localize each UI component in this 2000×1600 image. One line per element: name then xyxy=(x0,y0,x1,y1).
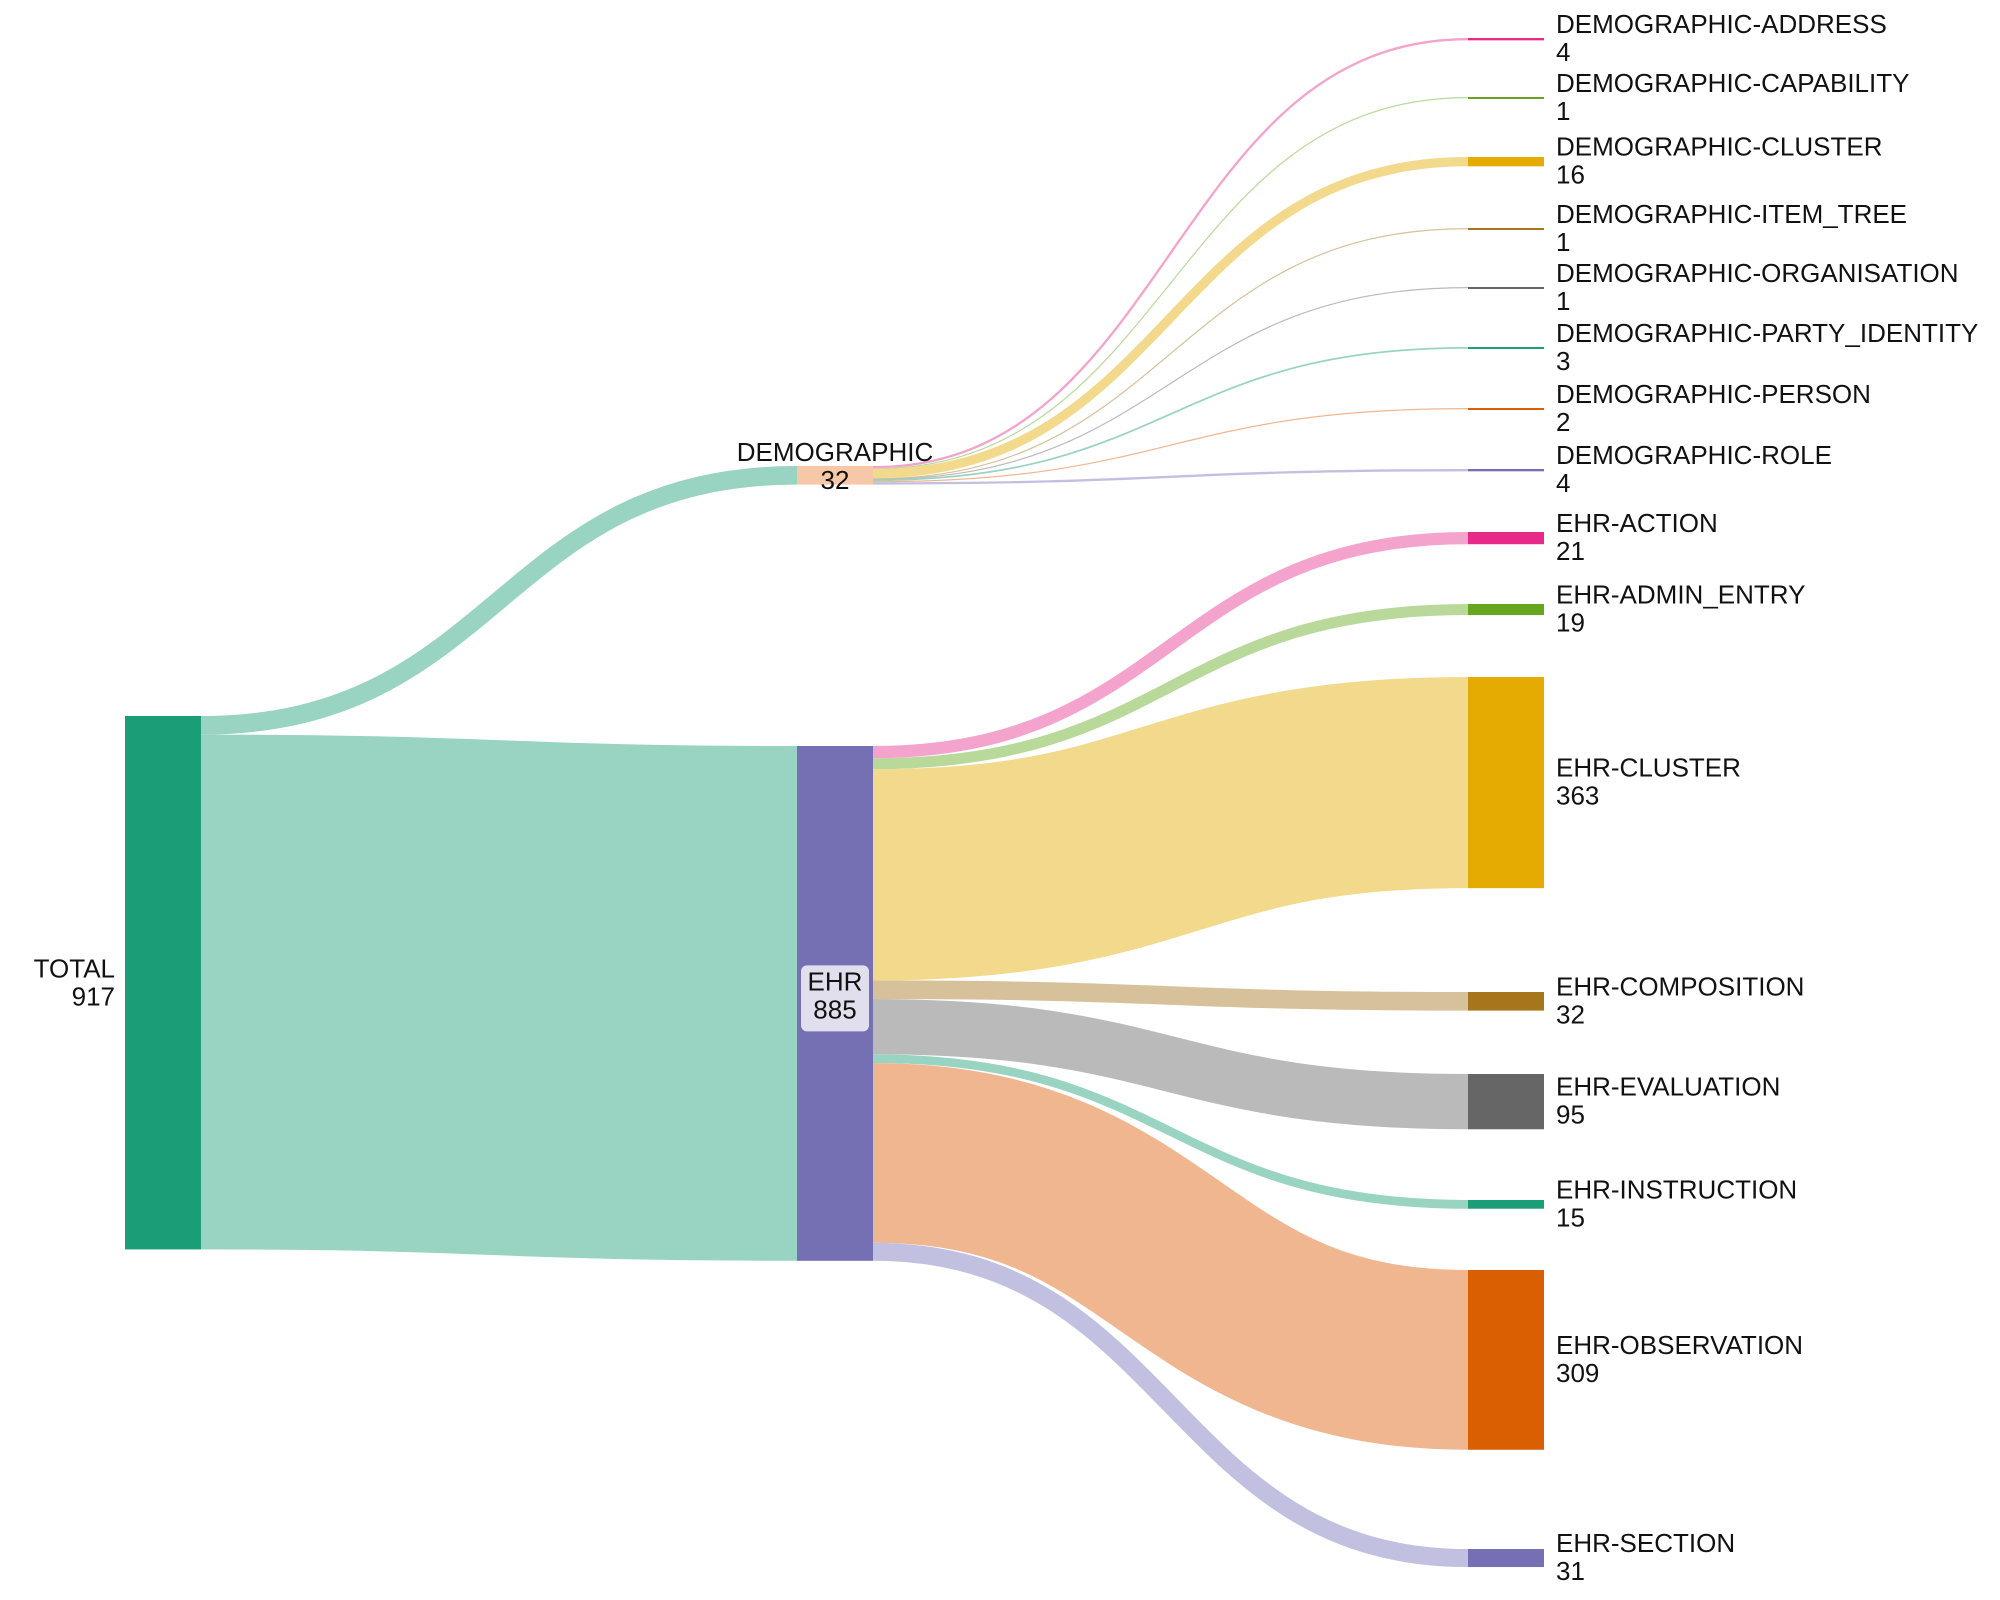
node-label-ehr-admin-entry: EHR-ADMIN_ENTRY 19 xyxy=(1556,580,1805,638)
node-label-demo-cluster: DEMOGRAPHIC-CLUSTER 16 xyxy=(1556,132,1882,190)
link-demographic-to-demo-capability xyxy=(872,97,1469,470)
link-demographic-to-demo-role xyxy=(872,468,1469,485)
node-value-ehr: 885 xyxy=(813,994,856,1024)
link-ehr-to-ehr-instruction xyxy=(872,1054,1469,1209)
node-label-ehr-cluster: EHR-CLUSTER 363 xyxy=(1556,753,1741,811)
node-label-demo-party-identity: DEMOGRAPHIC-PARTY_IDENTITY 3 xyxy=(1556,318,1978,376)
node-label-ehr: EHR 885 xyxy=(808,966,863,1024)
node-name-ehr-instruction: EHR-INSTRUCTION xyxy=(1556,1174,1797,1204)
link-total-to-ehr xyxy=(200,734,798,1261)
node-ehr-instruction xyxy=(1468,1200,1544,1209)
link-demographic-to-demo-organisation xyxy=(872,287,1469,480)
node-value-demo-party-identity: 3 xyxy=(1556,346,1570,376)
node-ehr-observation xyxy=(1468,1270,1544,1450)
node-ehr-action xyxy=(1468,532,1544,545)
node-name-ehr-section: EHR-SECTION xyxy=(1556,1528,1735,1558)
link-demographic-to-demo-item-tree xyxy=(872,228,1469,480)
node-name-demo-address: DEMOGRAPHIC-ADDRESS xyxy=(1556,9,1887,39)
link-total-to-demographic xyxy=(200,465,798,735)
node-name-demo-role: DEMOGRAPHIC-ROLE xyxy=(1556,440,1832,470)
node-value-demo-cluster: 16 xyxy=(1556,160,1585,190)
link-ehr-to-ehr-evaluation xyxy=(872,999,1469,1130)
node-value-demo-item-tree: 1 xyxy=(1556,227,1570,257)
node-label-background-ehr xyxy=(801,965,869,1032)
node-label-demo-address: DEMOGRAPHIC-ADDRESS 4 xyxy=(1556,9,1887,67)
node-value-ehr-composition: 32 xyxy=(1556,999,1585,1029)
node-name-demo-organisation: DEMOGRAPHIC-ORGANISATION xyxy=(1556,258,1959,288)
node-demo-cluster xyxy=(1468,157,1544,167)
node-value-demo-address: 4 xyxy=(1556,37,1570,67)
node-name-demo-item-tree: DEMOGRAPHIC-ITEM_TREE xyxy=(1556,199,1907,229)
node-name-demo-person: DEMOGRAPHIC-PERSON xyxy=(1556,379,1871,409)
node-label-demo-item-tree: DEMOGRAPHIC-ITEM_TREE 1 xyxy=(1556,199,1907,257)
node-value-ehr-observation: 309 xyxy=(1556,1358,1599,1388)
link-ehr-to-ehr-cluster xyxy=(872,677,1469,981)
node-name-ehr-admin-entry: EHR-ADMIN_ENTRY xyxy=(1556,580,1805,610)
links-layer xyxy=(200,38,1470,1568)
node-ehr-cluster xyxy=(1468,677,1544,889)
node-demo-address xyxy=(1468,38,1544,41)
node-label-demo-person: DEMOGRAPHIC-PERSON 2 xyxy=(1556,379,1871,437)
node-label-ehr-action: EHR-ACTION 21 xyxy=(1556,508,1718,566)
node-demo-capability xyxy=(1468,97,1544,99)
link-ehr-to-ehr-admin-entry xyxy=(872,603,1469,770)
link-demographic-to-demo-address xyxy=(872,38,1469,469)
node-name-ehr-action: EHR-ACTION xyxy=(1556,508,1718,538)
node-label-demo-capability: DEMOGRAPHIC-CAPABILITY 1 xyxy=(1556,68,1909,126)
node-total xyxy=(125,716,201,1250)
node-name-ehr: EHR xyxy=(808,966,863,996)
node-value-ehr-cluster: 363 xyxy=(1556,781,1599,811)
node-demo-role xyxy=(1468,469,1544,472)
node-label-ehr-observation: EHR-OBSERVATION 309 xyxy=(1556,1330,1803,1388)
node-demo-party-identity xyxy=(1468,347,1544,349)
node-demo-organisation xyxy=(1468,287,1544,289)
node-label-ehr-evaluation: EHR-EVALUATION 95 xyxy=(1556,1072,1780,1130)
node-ehr-evaluation xyxy=(1468,1074,1544,1130)
link-demographic-to-demo-party-identity xyxy=(872,347,1469,482)
link-ehr-to-ehr-action xyxy=(872,532,1469,759)
node-name-demographic: DEMOGRAPHIC xyxy=(737,437,933,467)
link-ehr-to-ehr-observation xyxy=(871,1063,1470,1450)
node-label-demo-role: DEMOGRAPHIC-ROLE 4 xyxy=(1556,440,1832,498)
node-value-demo-organisation: 1 xyxy=(1556,286,1570,316)
node-value-demographic: 32 xyxy=(821,465,850,495)
node-name-demo-cluster: DEMOGRAPHIC-CLUSTER xyxy=(1556,132,1882,162)
node-name-demo-capability: DEMOGRAPHIC-CAPABILITY xyxy=(1556,68,1909,98)
node-value-demo-role: 4 xyxy=(1556,468,1570,498)
node-demo-person xyxy=(1468,408,1544,410)
node-value-ehr-action: 21 xyxy=(1556,536,1585,566)
node-value-demo-person: 2 xyxy=(1556,407,1570,437)
link-ehr-to-ehr-section xyxy=(872,1242,1469,1568)
node-label-ehr-section: EHR-SECTION 31 xyxy=(1556,1528,1735,1586)
node-label-ehr-instruction: EHR-INSTRUCTION 15 xyxy=(1556,1174,1797,1232)
node-label-demographic: DEMOGRAPHIC 32 xyxy=(737,437,933,495)
node-ehr-section xyxy=(1468,1549,1544,1568)
node-ehr-composition xyxy=(1468,992,1544,1011)
node-value-ehr-instruction: 15 xyxy=(1556,1202,1585,1232)
node-value-ehr-evaluation: 95 xyxy=(1556,1100,1585,1130)
node-name-ehr-cluster: EHR-CLUSTER xyxy=(1556,753,1741,783)
node-name-total: TOTAL xyxy=(34,954,115,984)
node-value-total: 917 xyxy=(72,982,115,1012)
link-demographic-to-demo-cluster xyxy=(872,157,1469,479)
node-value-ehr-section: 31 xyxy=(1556,1556,1585,1586)
link-ehr-to-ehr-composition xyxy=(872,980,1469,1011)
node-name-ehr-composition: EHR-COMPOSITION xyxy=(1556,971,1804,1001)
node-label-demo-organisation: DEMOGRAPHIC-ORGANISATION 1 xyxy=(1556,258,1959,316)
node-demographic xyxy=(797,466,873,485)
link-demographic-to-demo-person xyxy=(872,408,1469,483)
node-demo-item-tree xyxy=(1468,228,1544,230)
node-label-ehr-composition: EHR-COMPOSITION 32 xyxy=(1556,971,1804,1029)
node-name-ehr-evaluation: EHR-EVALUATION xyxy=(1556,1072,1780,1102)
node-value-demo-capability: 1 xyxy=(1556,96,1570,126)
node-ehr-admin-entry xyxy=(1468,604,1544,616)
node-value-ehr-admin-entry: 19 xyxy=(1556,608,1585,638)
node-name-demo-party-identity: DEMOGRAPHIC-PARTY_IDENTITY xyxy=(1556,318,1978,348)
node-label-total: TOTAL 917 xyxy=(34,954,115,1012)
node-name-ehr-observation: EHR-OBSERVATION xyxy=(1556,1330,1803,1360)
